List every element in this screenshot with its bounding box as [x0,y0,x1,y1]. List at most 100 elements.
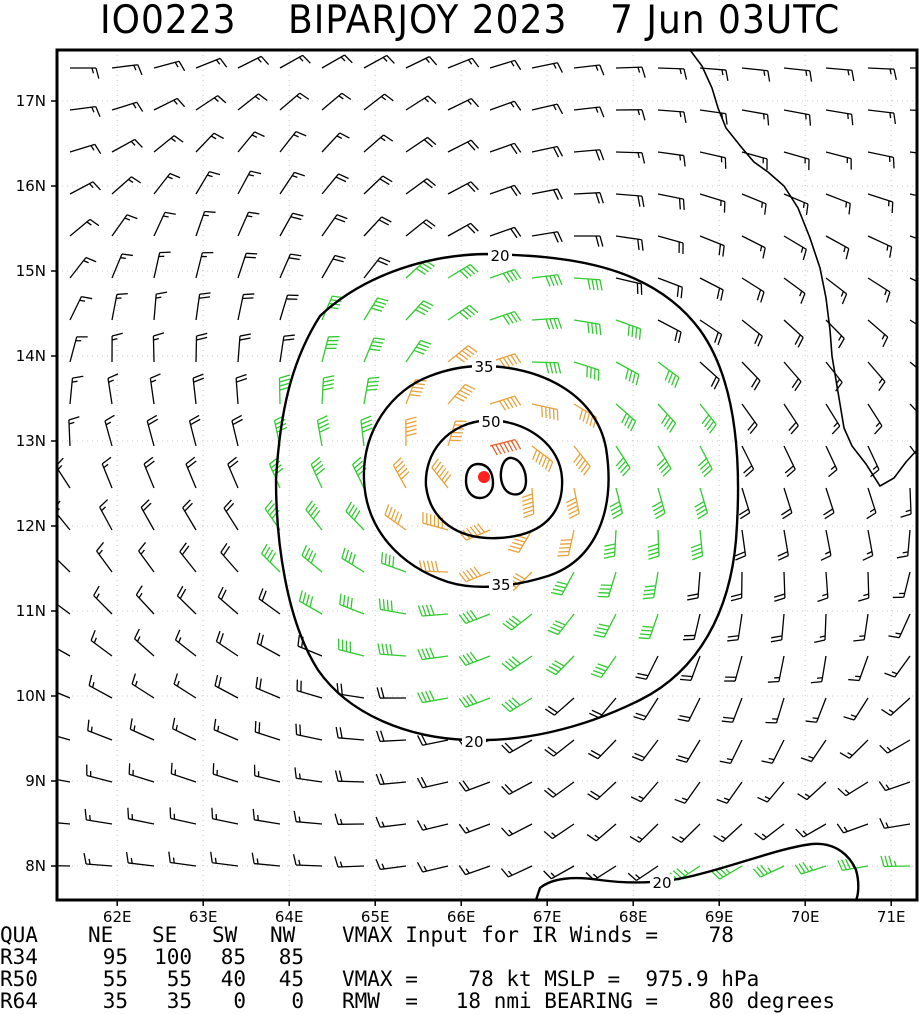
wind-barb [214,674,239,699]
wind-barb [615,193,645,208]
wind-barb [547,613,575,636]
wind-barb [757,781,785,803]
contour-core-left [464,462,495,500]
wind-barb [417,647,449,661]
lon-label: 67E [533,908,562,926]
wind-barb [501,655,533,672]
wind-barb [104,414,115,447]
r34-ne: 95 [102,945,128,969]
storm-id: IO0223 [100,0,237,44]
wind-barb [589,697,617,719]
wind-barb [544,739,575,757]
analysis-datetime: 7 Jun 03UTC [610,0,841,44]
wind-barb [213,718,239,741]
wind-barb [418,560,449,573]
wind-barb [777,529,789,561]
wind-barb [543,865,575,880]
latitude-labels: 17N 16N 15N 14N 13N 12N 11N 10N 9N 8N [16,92,46,875]
wind-barb [129,718,155,741]
wind-barb [550,571,575,596]
wind-barb [531,274,563,287]
wind-barb [699,67,729,82]
wind-barb [316,415,330,447]
wind-barb [683,613,701,641]
wind-barb [458,780,491,792]
wind-barb [783,109,812,126]
wind-barb [253,764,281,783]
wind-barb [143,456,155,489]
wind-barb [416,776,449,789]
wind-barb [656,445,672,477]
wind-barb [677,697,701,722]
wind-barb [57,603,71,615]
wind-barb [800,739,827,763]
wind-barb [69,295,93,321]
wind-barb [321,92,352,111]
wind-barb [111,253,133,279]
wind-barb [615,109,646,121]
wind-barb [825,67,855,82]
wind-barb [557,529,575,557]
wind-barb [217,586,239,615]
lon-label: 64E [275,908,304,926]
wind-barb [642,571,659,600]
wind-barb [255,676,281,699]
wind-barb [301,545,323,573]
wind-barb [615,66,646,78]
wind-barb [699,277,724,301]
wind-barb [615,361,640,386]
vmax-mslp-line: VMAX = 78 kt MSLP = 975.9 hPa [342,967,760,991]
wind-barb [168,851,197,867]
wind-barb [825,445,838,478]
wind-barb [195,132,224,153]
wind-barb [174,629,197,657]
wind-barb [235,373,248,405]
wind-barb [489,310,522,325]
wind-barb [573,277,603,291]
wind-barb [133,628,155,657]
wind-barb [279,130,307,153]
wind-barb [260,543,281,573]
header-se: SE [152,923,178,947]
wind-barb [565,487,580,519]
wind-barb [278,374,291,405]
wind-barb [774,571,786,602]
wind-barb [783,445,796,478]
wind-barb [652,487,666,520]
wind-barb [627,865,659,882]
longitude-labels: 62E 63E 64E 65E 66E 67E 68E 69E 70E 71E [103,908,906,926]
wind-barb [615,151,646,164]
wind-barb [458,823,491,834]
wind-barb [69,336,88,363]
lat-label: 16N [16,177,46,195]
wind-barb [783,151,810,171]
wind-barb [153,172,181,195]
plot-frame [55,48,919,902]
lon-label: 66E [447,908,476,926]
wind-barb [888,613,911,639]
wind-barb [237,131,265,153]
wind-barb [279,294,299,321]
wind-barb [674,781,701,804]
title-bar: IO0223 BIPARJOY 2023 7 Jun 03UTC [0,0,919,44]
wind-barb [867,361,886,392]
wind-barb [69,181,101,195]
wind-barb [909,277,917,283]
wind-barb [146,414,159,447]
wind-barb [783,277,806,304]
wind-barb [258,588,281,615]
wind-barb [375,773,407,786]
wind-barb [447,97,480,111]
wind-barb [305,500,323,531]
contour-label: 50 [481,413,500,431]
wind-barb [176,585,197,615]
wind-barb [593,613,617,638]
wind-barb [825,361,843,392]
wind-barb [501,781,533,795]
r64-ne: 35 [102,989,128,1013]
lon-label: 63E [189,908,218,926]
r50-sw: 40 [220,967,246,991]
wind-barb [195,251,214,279]
wind-barb [252,808,281,825]
